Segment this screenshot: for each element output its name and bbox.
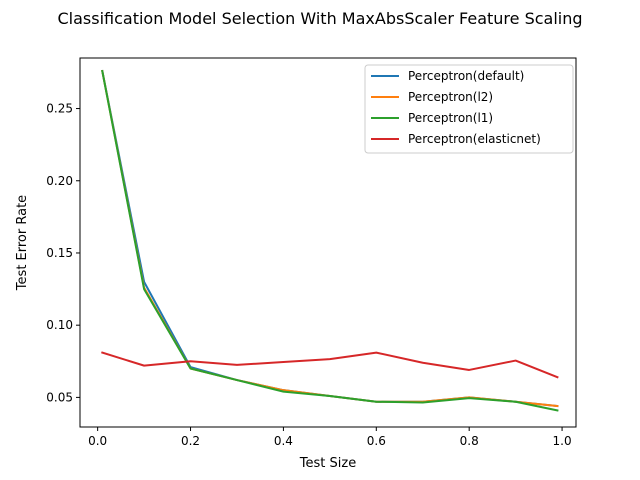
legend: Perceptron(default) Perceptron(l2) Percept… [364, 64, 574, 154]
chart-title: Classification Model Selection With MaxA… [57, 9, 582, 28]
y-tick-label: 0.10 [46, 318, 73, 332]
x-tick-label: 0.2 [181, 434, 200, 448]
series-line-3 [101, 69, 559, 412]
y-tick-label: 0.20 [46, 174, 73, 188]
legend-box [364, 64, 574, 154]
y-tick-label: 0.15 [46, 246, 73, 260]
axes-frame [79, 57, 577, 428]
x-tick-label: 0.6 [367, 434, 386, 448]
y-axis-label: Test Error Rate [15, 195, 30, 291]
legend-label: Perceptron(l2) [408, 90, 493, 104]
x-tick-label: 0.0 [88, 434, 107, 448]
plot-area [101, 69, 559, 412]
x-axis-label: Test Size [299, 456, 356, 471]
legend-label: Perceptron(l1) [408, 111, 493, 125]
series-line-4 [101, 351, 559, 379]
x-tick-label: 0.4 [274, 434, 293, 448]
legend-label: Perceptron(default) [408, 69, 524, 83]
legend-label: Perceptron(elasticnet) [408, 132, 541, 146]
x-tick-label: 1.0 [553, 434, 572, 448]
y-tick-label: 0.05 [46, 390, 73, 404]
x-tick-label: 0.8 [460, 434, 479, 448]
y-tick-label: 0.25 [46, 102, 73, 116]
axis-ticks: 0.0 0.2 0.4 0.6 0.8 1.0 0.05 0.10 0.15 0.20 0.25 [46, 102, 571, 448]
